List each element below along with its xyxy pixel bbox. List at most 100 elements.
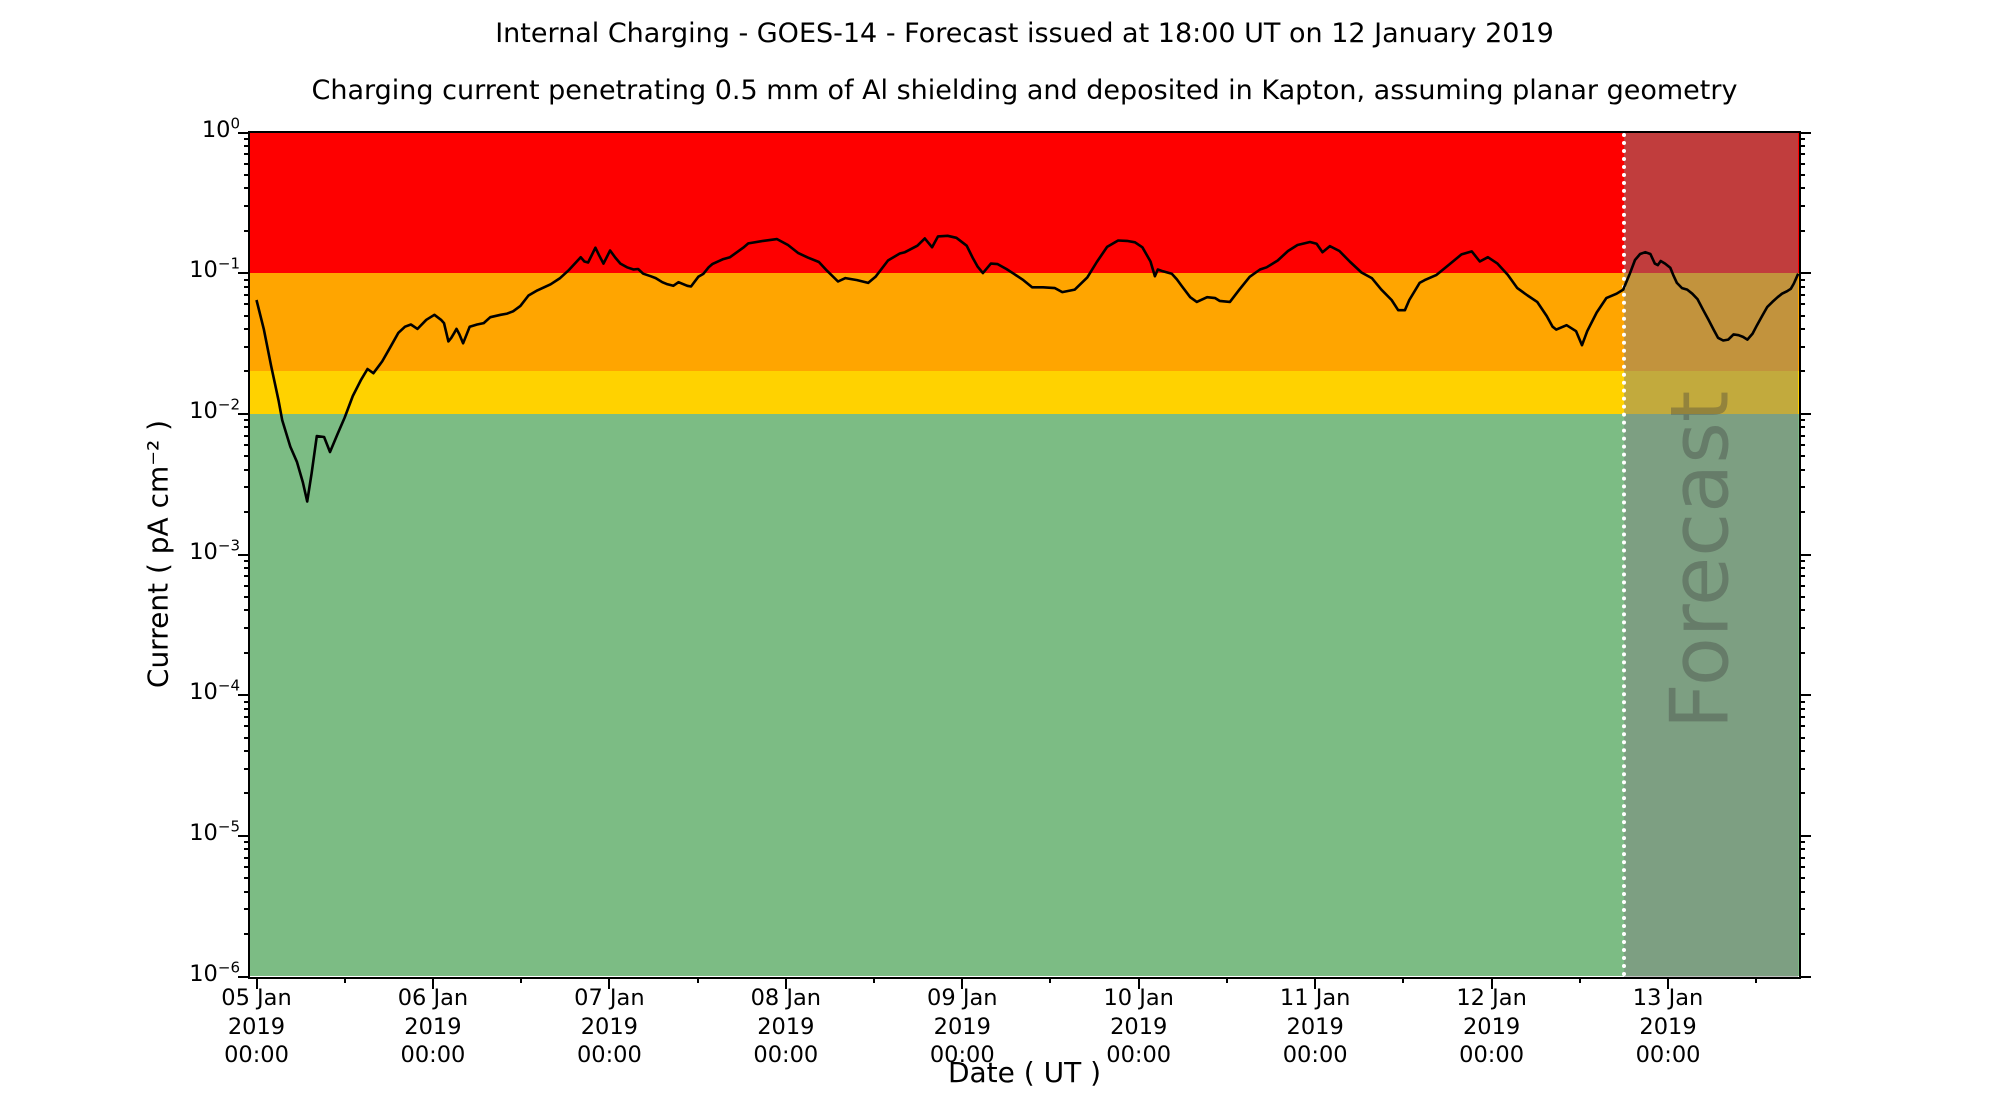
x-axis-label: Date ( UT ) <box>947 1056 1102 1089</box>
y-minor-tick-right <box>1798 627 1805 630</box>
y-minor-tick <box>244 841 250 844</box>
forecast-overlay-region <box>1623 132 1799 977</box>
y-minor-tick <box>244 205 250 208</box>
y-minor-tick-right <box>1798 328 1805 331</box>
x-major-tick <box>431 976 434 989</box>
y-major-tick-right <box>1798 975 1811 978</box>
y-tick-label: 10−2 <box>189 395 240 424</box>
x-tick-label-line: 2019 <box>580 1013 638 1040</box>
y-minor-tick <box>244 455 250 458</box>
y-minor-tick <box>244 767 250 770</box>
x-major-tick <box>1137 976 1140 989</box>
x-tick-label-line: 2019 <box>227 1013 286 1040</box>
y-minor-tick-right <box>1798 609 1805 612</box>
x-tick-label-line: 06 Jan <box>397 985 469 1011</box>
y-major-tick <box>238 553 250 556</box>
y-minor-tick-right <box>1798 345 1805 348</box>
y-minor-tick-right <box>1798 285 1805 288</box>
x-tick-label-line: 08 Jan <box>750 985 822 1011</box>
x-tick-label-line: 2019 <box>404 1013 462 1040</box>
y-major-tick <box>238 412 250 415</box>
y-tick-label: 10−3 <box>189 536 240 565</box>
y-minor-tick-right <box>1798 434 1805 437</box>
y-minor-tick <box>244 162 250 165</box>
x-tick-label-line: 2019 <box>757 1013 815 1040</box>
x-tick-label: 08 Jan 2019 00:00 <box>716 984 856 1070</box>
y-minor-tick <box>244 559 250 562</box>
y-minor-tick <box>244 328 250 331</box>
y-minor-tick-right <box>1798 187 1805 190</box>
y-minor-tick <box>244 229 250 232</box>
y-minor-tick-right <box>1798 725 1805 728</box>
y-minor-tick-right <box>1798 715 1805 718</box>
risk-band-yellow <box>250 371 1799 414</box>
y-minor-tick-right <box>1798 486 1805 489</box>
x-tick-label-line: 00:00 <box>1106 1042 1172 1068</box>
x-tick-label: 10 Jan 2019 00:00 <box>1069 984 1209 1070</box>
x-tick-label-line: 00:00 <box>224 1042 289 1068</box>
x-major-tick <box>961 976 964 989</box>
y-minor-tick <box>244 468 250 471</box>
y-minor-tick-right <box>1798 856 1805 859</box>
x-tick-label-line: 13 Jan <box>1632 985 1704 1011</box>
y-minor-tick-right <box>1798 877 1805 880</box>
x-tick-label-line: 2019 <box>1110 1013 1168 1040</box>
x-tick-label-line: 2019 <box>1639 1013 1697 1040</box>
data-line <box>255 234 1799 503</box>
x-tick-label-line: 2019 <box>933 1013 991 1040</box>
x-major-tick <box>255 976 258 989</box>
data-line-svg <box>255 234 1799 503</box>
y-major-tick-right <box>1798 834 1811 837</box>
y-minor-tick-right <box>1798 426 1805 429</box>
y-minor-tick <box>244 792 250 795</box>
y-minor-tick <box>244 848 250 851</box>
y-major-tick-right <box>1798 272 1811 275</box>
y-minor-tick <box>244 567 250 570</box>
x-minor-tick <box>1049 976 1052 983</box>
y-minor-tick <box>244 700 250 703</box>
x-tick-label-line: 07 Jan <box>574 985 645 1011</box>
y-minor-tick-right <box>1798 370 1805 373</box>
x-tick-label-line: 10 Jan <box>1103 985 1174 1011</box>
y-minor-tick <box>244 575 250 578</box>
y-minor-tick <box>244 370 250 373</box>
y-minor-tick <box>244 725 250 728</box>
y-minor-tick-right <box>1798 651 1805 654</box>
y-tick-label: 10−6 <box>189 958 240 987</box>
y-minor-tick-right <box>1798 293 1805 296</box>
y-minor-tick <box>244 278 250 281</box>
y-minor-tick-right <box>1798 137 1805 140</box>
x-tick-label: 12 Jan 2019 00:00 <box>1422 984 1562 1070</box>
y-minor-tick-right <box>1798 792 1805 795</box>
chart-subtitle: Charging current penetrating 0.5 mm of A… <box>311 75 1738 106</box>
x-tick-label-line: 00:00 <box>576 1042 642 1068</box>
y-minor-tick-right <box>1798 908 1805 911</box>
y-minor-tick <box>244 877 250 880</box>
y-minor-tick <box>244 750 250 753</box>
y-minor-tick-right <box>1798 767 1805 770</box>
y-minor-tick-right <box>1798 173 1805 176</box>
x-tick-label: 11 Jan 2019 00:00 <box>1245 984 1385 1070</box>
x-major-tick <box>1314 976 1317 989</box>
y-minor-tick <box>244 609 250 612</box>
y-minor-tick <box>244 303 250 306</box>
x-minor-tick <box>1755 976 1758 983</box>
y-minor-tick <box>244 293 250 296</box>
x-minor-tick <box>1402 976 1405 983</box>
y-minor-tick <box>244 736 250 739</box>
y-minor-tick-right <box>1798 866 1805 869</box>
y-minor-tick <box>244 707 250 710</box>
y-minor-tick-right <box>1798 559 1805 562</box>
y-minor-tick-right <box>1798 229 1805 232</box>
x-minor-tick <box>873 976 876 983</box>
x-tick-label: 09 Jan 2019 00:00 <box>892 984 1032 1070</box>
y-minor-tick <box>244 187 250 190</box>
y-minor-tick-right <box>1798 595 1805 598</box>
x-tick-label-line: 00:00 <box>753 1042 819 1068</box>
y-minor-tick-right <box>1798 468 1805 471</box>
forecast-start-line <box>1621 132 1626 977</box>
y-minor-tick-right <box>1798 933 1805 936</box>
y-minor-tick-right <box>1798 584 1805 587</box>
y-minor-tick-right <box>1798 205 1805 208</box>
